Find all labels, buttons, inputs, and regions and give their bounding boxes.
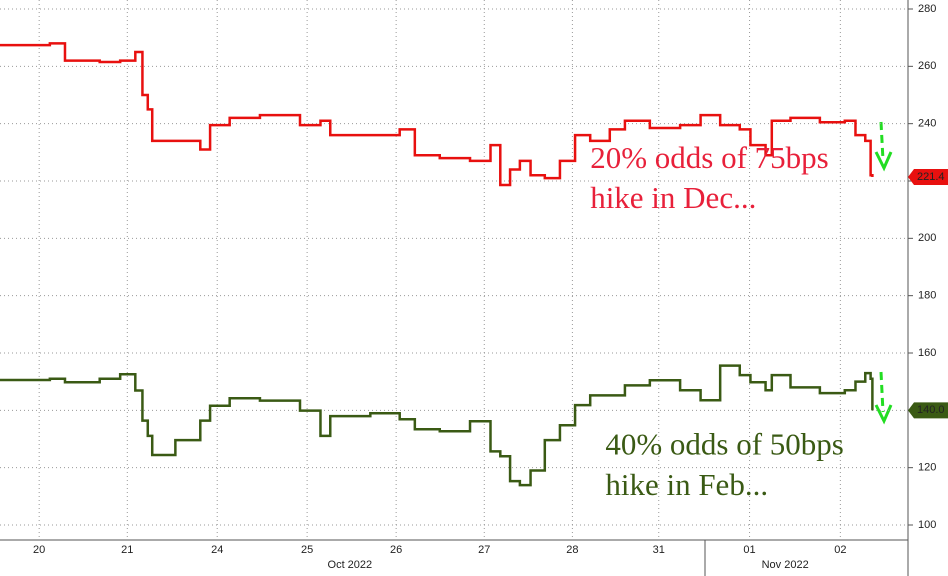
annotation: 40% odds of 50bps <box>605 427 844 462</box>
x-tick-label: 20 <box>33 544 45 556</box>
x-tick-label: 25 <box>301 544 313 556</box>
y-tick-label: 100 <box>918 519 936 531</box>
x-tick-label: 21 <box>121 544 133 556</box>
annotation: hike in Dec... <box>590 180 756 215</box>
annotation: 20% odds of 75bps <box>590 140 829 175</box>
x-tick-label: 28 <box>566 544 578 556</box>
y-tick-label: 120 <box>918 462 936 474</box>
last-value-label: 140.0 <box>917 404 945 416</box>
x-tick-label: 01 <box>743 544 755 556</box>
y-tick-label: 240 <box>918 118 936 130</box>
last-value-label: 221.4 <box>917 171 945 183</box>
series-line <box>0 42 874 187</box>
x-tick-label: 24 <box>211 544 223 556</box>
y-tick-label: 160 <box>918 347 936 359</box>
x-tick-label: 31 <box>653 544 665 556</box>
x-tick-label: 02 <box>834 544 846 556</box>
series-line <box>0 364 874 487</box>
annotation: hike in Feb... <box>605 467 768 502</box>
x-tick-label: 26 <box>390 544 402 556</box>
y-tick-label: 280 <box>918 3 936 15</box>
last-value-box <box>908 168 948 185</box>
y-tick-label: 260 <box>918 60 936 72</box>
x-tick-label: 27 <box>478 544 490 556</box>
y-tick-label: 180 <box>918 290 936 302</box>
last-value-box <box>908 402 948 419</box>
month-label: Nov 2022 <box>762 559 809 571</box>
month-label: Oct 2022 <box>328 559 373 571</box>
y-tick-label: 200 <box>918 232 936 244</box>
